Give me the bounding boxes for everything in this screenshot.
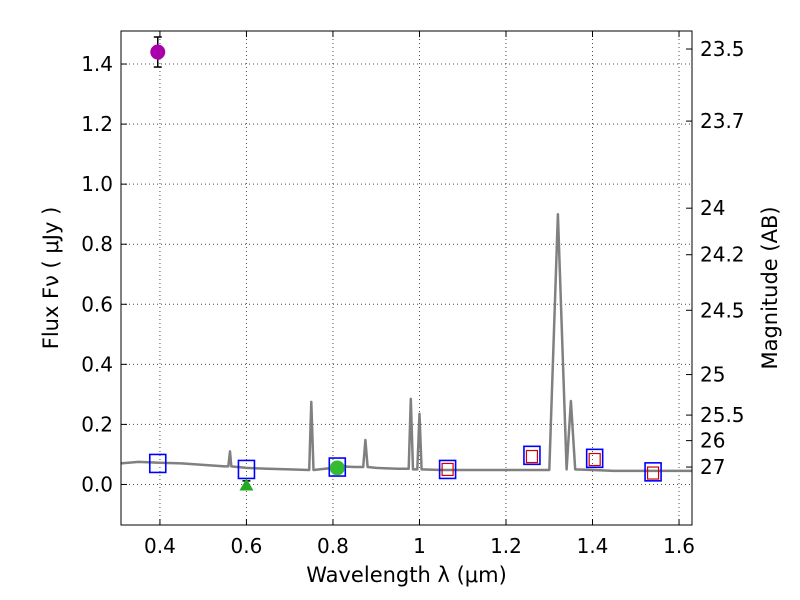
- y2-tick-label: 23.5: [700, 37, 745, 61]
- x-tick-label: 1.4: [577, 534, 609, 558]
- y-tick-label: 1.4: [81, 52, 113, 76]
- model-photometry-square: [438, 459, 457, 480]
- grid: [121, 31, 692, 525]
- y-tick-label: 0.0: [81, 472, 113, 496]
- upper-limit-square: [525, 449, 539, 464]
- x-axis-label: Wavelength λ (μm): [306, 563, 507, 587]
- x-tick-label: 0.4: [144, 534, 176, 558]
- model-photometry-square: [585, 448, 604, 469]
- detection-point: [150, 44, 166, 60]
- y-tick-label: 1.0: [81, 172, 113, 196]
- y2-tick-label: 25: [700, 363, 725, 387]
- model-photometry-square: [523, 445, 541, 466]
- y-tick-label: 0.4: [81, 352, 113, 376]
- y-tick-label: 1.2: [81, 112, 113, 136]
- x-tick-label: 1.6: [663, 534, 695, 558]
- model-photometry-square: [644, 462, 662, 482]
- model-photometry-square: [237, 459, 256, 480]
- upper-limit-square: [646, 466, 660, 480]
- x-tick-label: 1.2: [490, 534, 522, 558]
- y2-tick-label: 25.5: [700, 403, 745, 427]
- y2-tick-label: 24.2: [700, 243, 745, 267]
- axis-ticks: 0.4 0.6 0.8 1 1.2 1.4 1.6 0.0 0.2 0.4 0.6 0.8 1.0 1.2…: [81, 31, 745, 558]
- upper-limit-square: [588, 452, 601, 467]
- y2-tick-label: 24: [700, 196, 725, 220]
- x-tick-label: 1: [413, 534, 426, 558]
- y-tick-label: 0.6: [81, 292, 113, 316]
- y2-tick-label: 27: [700, 455, 725, 479]
- y-tick-label: 0.8: [81, 232, 113, 256]
- plot-frame: [120, 30, 693, 526]
- y-tick-label: 0.2: [81, 412, 113, 436]
- model-spectrum: [120, 212, 692, 473]
- model-photometry-square: [148, 453, 167, 474]
- spectrum-line: [120, 212, 692, 473]
- photometry-markers: [148, 36, 662, 491]
- y2-tick-label: 26: [700, 429, 725, 453]
- y2-tick-label: 24.5: [700, 298, 745, 322]
- y2-tick-label: 23.7: [700, 109, 745, 133]
- model-photometry-square: [328, 457, 347, 477]
- x-tick-label: 0.6: [231, 534, 263, 558]
- y2-axis-label: Magnitude (AB): [758, 206, 782, 369]
- detection-point: [329, 460, 345, 476]
- limit-triangle: [239, 478, 254, 491]
- y-axis-label: Flux Fν ( μJy ): [39, 207, 63, 350]
- x-tick-label: 0.8: [317, 534, 349, 558]
- upper-limit-square: [441, 462, 454, 477]
